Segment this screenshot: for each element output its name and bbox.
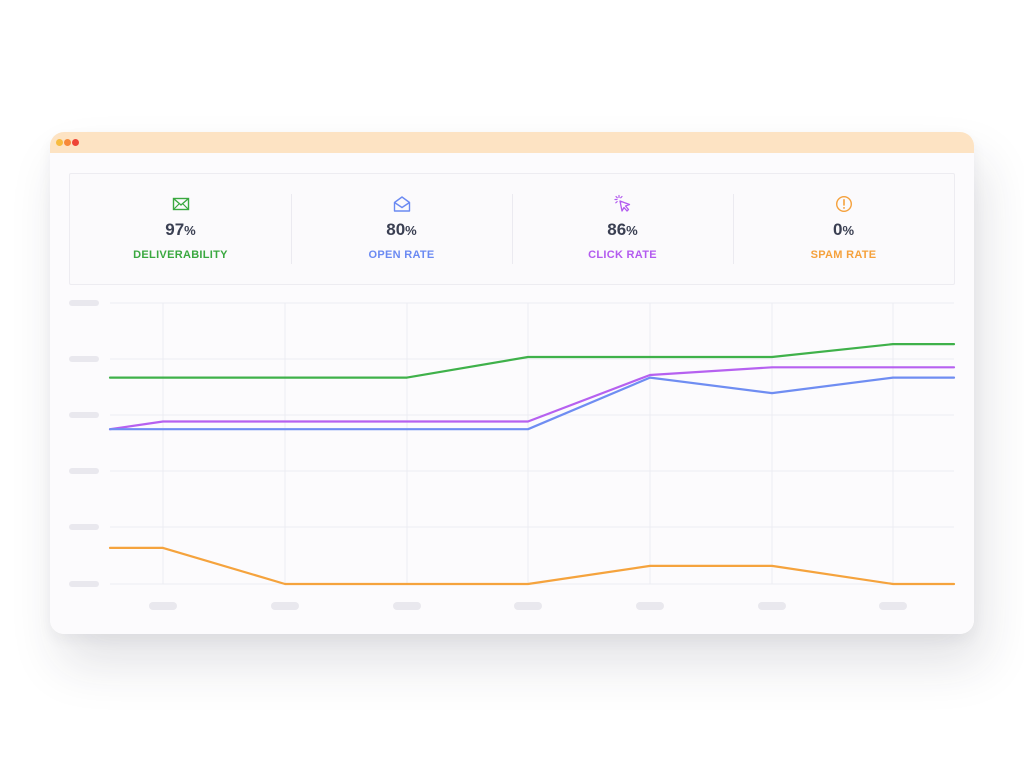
chart-series — [108, 343, 956, 586]
stat-value: 0% — [832, 220, 855, 239]
y-tick-placeholder — [69, 524, 99, 530]
open-envelope-icon — [393, 196, 410, 212]
stat-label: OPEN RATE — [368, 249, 435, 261]
y-tick-placeholder — [69, 412, 99, 418]
x-tick-placeholder — [271, 602, 299, 610]
stat-value: 80% — [386, 220, 417, 239]
stat-deliverability: 97% DELIVERABILITY — [70, 174, 291, 284]
x-tick-placeholder — [393, 602, 421, 610]
y-tick-placeholder — [69, 581, 99, 587]
maximize-dot[interactable] — [64, 139, 71, 146]
x-tick-placeholder — [514, 602, 542, 610]
app-window: 97% DELIVERABILITY 80% OPEN RATE 86% CLI… — [50, 132, 974, 634]
x-tick-placeholder — [149, 602, 177, 610]
window-titlebar — [50, 132, 974, 153]
stat-value: 97% — [165, 220, 196, 239]
envelope-icon — [172, 197, 189, 211]
stat-label: CLICK RATE — [588, 249, 657, 261]
chart-grid — [110, 302, 954, 585]
minimize-dot[interactable] — [56, 139, 63, 146]
axis-placeholders — [69, 300, 907, 610]
stat-open-rate: 80% OPEN RATE — [291, 174, 512, 284]
stat-label: DELIVERABILITY — [133, 249, 228, 261]
y-tick-placeholder — [69, 356, 99, 362]
y-tick-placeholder — [69, 300, 99, 306]
close-dot[interactable] — [72, 139, 79, 146]
stat-label: SPAM RATE — [810, 249, 877, 261]
cursor-click-icon — [613, 194, 630, 212]
alert-circle-icon — [835, 195, 852, 213]
x-tick-placeholder — [879, 602, 907, 610]
stats-panel: 97% DELIVERABILITY 80% OPEN RATE 86% CLI… — [69, 173, 955, 285]
stat-value: 86% — [607, 220, 638, 239]
series-line-2 — [108, 376, 956, 431]
stat-click-rate: 86% CLICK RATE — [512, 174, 733, 284]
dashboard-content: 97% DELIVERABILITY 80% OPEN RATE 86% CLI… — [50, 153, 974, 634]
series-line-0 — [108, 343, 956, 379]
x-tick-placeholder — [758, 602, 786, 610]
stat-spam-rate: 0% SPAM RATE — [733, 174, 954, 284]
series-line-1 — [108, 366, 956, 431]
x-tick-placeholder — [636, 602, 664, 610]
y-tick-placeholder — [69, 468, 99, 474]
line-chart — [69, 300, 956, 610]
series-line-3 — [108, 546, 956, 586]
